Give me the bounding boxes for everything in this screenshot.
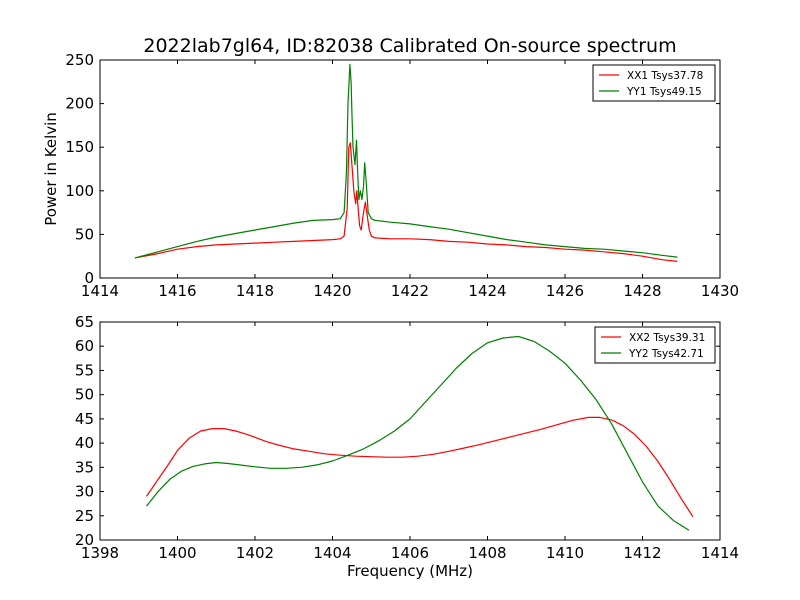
panel1-xtick-label-0: 1398 — [81, 544, 119, 562]
panel0-series-line-0 — [134, 142, 678, 262]
panel0-xtick-label-8: 1430 — [701, 282, 739, 300]
panel1-ytick-label-7: 55 — [75, 361, 94, 379]
panel1-legend-label-0: XX2 Tsys39.31 — [629, 332, 705, 344]
panel1-xtick-label-3: 1404 — [313, 544, 351, 562]
panel1-legend: XX2 Tsys39.31 YY2 Tsys42.71 — [594, 326, 716, 364]
panel0-xtick-label-2: 1418 — [236, 282, 274, 300]
panel1-ytick-label-6: 50 — [75, 386, 94, 404]
panel1-xtick-label-4: 1406 — [391, 544, 429, 562]
panel0-ytick-label-2: 100 — [65, 182, 94, 200]
panel0-xtick-label-5: 1424 — [468, 282, 506, 300]
panel1-series-line-1 — [146, 335, 690, 531]
panel0-ytick-label-3: 150 — [65, 138, 94, 156]
panel0-legend: XX1 Tsys37.78 YY1 Tsys49.15 — [592, 64, 716, 102]
panel1-xtick-label-2: 1402 — [236, 544, 274, 562]
top-panel: 1414 1416 1418 1420 1422 1424 1426 1428 1430 0 50 1… — [42, 51, 739, 300]
panel1-ytick-label-2: 30 — [75, 483, 94, 501]
panel0-y-axis-label: Power in Kelvin — [42, 112, 60, 226]
panel0-xtick-label-3: 1420 — [313, 282, 351, 300]
panel0-legend-box — [592, 64, 716, 102]
panel1-x-axis-label: Frequency (MHz) — [347, 562, 473, 580]
panel1-ytick-label-1: 25 — [75, 507, 94, 525]
panel0-xtick-label-7: 1428 — [623, 282, 661, 300]
panel1-ytick-label-0: 20 — [75, 531, 94, 549]
panel0-xtick-label-6: 1426 — [546, 282, 584, 300]
panel0-ytick-label-0: 0 — [84, 269, 94, 287]
panel1-xtick-label-8: 1414 — [701, 544, 739, 562]
panel0-xtick-label-4: 1422 — [391, 282, 429, 300]
panel0-xtick-label-0: 1414 — [81, 282, 119, 300]
chart-title: 2022lab7gl64, ID:82038 Calibrated On-sou… — [143, 35, 676, 57]
panel0-ytick-label-4: 200 — [65, 95, 94, 113]
panel1-legend-label-1: YY2 Tsys42.71 — [628, 348, 704, 360]
panel1-ytick-label-5: 45 — [75, 410, 94, 428]
panel0-ytick-label-5: 250 — [65, 51, 94, 69]
panel1-ytick-label-4: 40 — [75, 434, 94, 452]
panel1-ytick-label-8: 60 — [75, 337, 94, 355]
panel1-xtick-label-1: 1400 — [158, 544, 196, 562]
panel1-xtick-label-6: 1410 — [546, 544, 584, 562]
panel0-series-line-1 — [134, 63, 678, 259]
panel0-ytick-label-1: 50 — [75, 225, 94, 243]
panel1-xtick-label-7: 1412 — [623, 544, 661, 562]
panel0-legend-label-0: XX1 Tsys37.78 — [627, 70, 703, 82]
panel1-xtick-label-5: 1408 — [468, 544, 506, 562]
panel1-ytick-label-3: 35 — [75, 458, 94, 476]
panel1-ytick-label-9: 65 — [75, 313, 94, 331]
panel1-legend-box — [594, 326, 716, 364]
panel0-xtick-label-1: 1416 — [158, 282, 196, 300]
panel1-series-line-0 — [146, 416, 694, 518]
panel0-legend-label-1: YY1 Tsys49.15 — [626, 86, 702, 98]
bottom-panel: 1398 1400 1402 1404 1406 1408 1410 1412 1414 20 25… — [75, 313, 739, 580]
